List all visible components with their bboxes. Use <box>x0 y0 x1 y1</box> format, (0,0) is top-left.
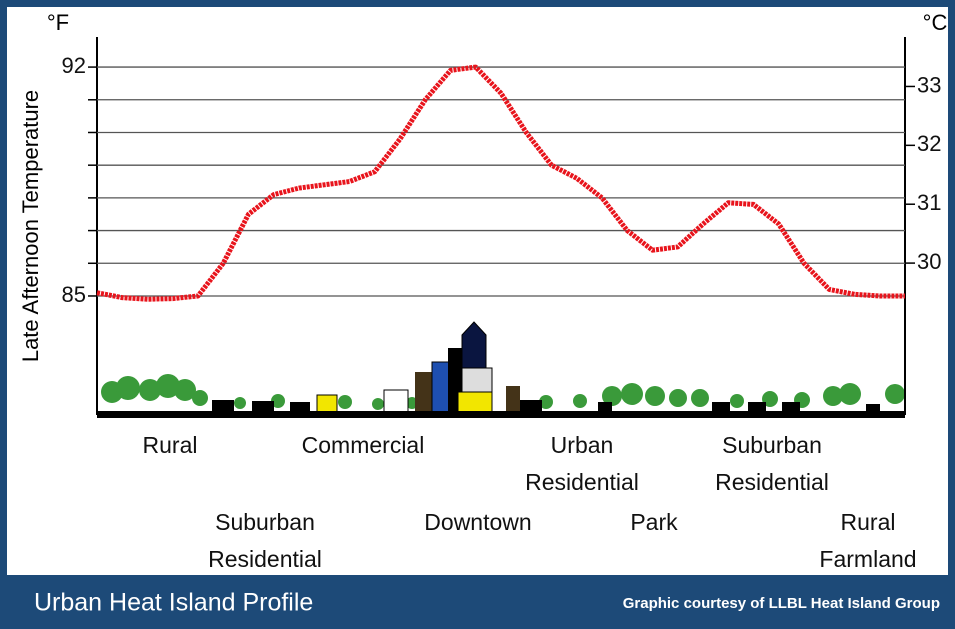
building <box>457 391 493 413</box>
building <box>461 367 493 395</box>
building <box>415 372 433 412</box>
footer-credit: Graphic courtesy of LLBL Heat Island Gro… <box>623 595 940 612</box>
footer-bar <box>0 577 955 624</box>
zone-label: Urban <box>551 432 614 458</box>
y2-tick-label: 31 <box>917 190 941 215</box>
y-tick-label: 92 <box>62 53 86 78</box>
y2-tick-label: 30 <box>917 249 941 274</box>
zone-label: Park <box>630 509 678 535</box>
zone-label: Farmland <box>819 546 916 572</box>
building <box>506 386 520 412</box>
y2-tick-label: 33 <box>917 72 941 97</box>
y-tick-label: 85 <box>62 282 86 307</box>
zone-label: Commercial <box>302 432 425 458</box>
zone-label: Downtown <box>424 509 531 535</box>
building <box>316 394 338 413</box>
zone-label: Rural <box>841 509 896 535</box>
houses-right <box>520 400 880 412</box>
zone-label: Rural <box>143 432 198 458</box>
y-axis-title: Late Afternoon Temperature <box>18 90 43 362</box>
y-unit: °F <box>47 10 69 35</box>
zone-label: Suburban <box>215 509 315 535</box>
y2-unit: °C <box>923 10 948 35</box>
ground <box>97 411 905 418</box>
trees-right <box>539 383 905 409</box>
zone-label: Residential <box>208 546 322 572</box>
zone-label: Residential <box>525 469 639 495</box>
skyline <box>97 321 905 418</box>
temperature-line <box>96 64 905 302</box>
trees-left <box>101 374 418 410</box>
houses-left <box>212 400 310 412</box>
footer-title: Urban Heat Island Profile <box>34 589 313 617</box>
building <box>383 389 409 413</box>
y2-tick-label: 32 <box>917 131 941 156</box>
canvas <box>7 7 948 575</box>
zone-label: Suburban <box>722 432 822 458</box>
zone-label: Residential <box>715 469 829 495</box>
